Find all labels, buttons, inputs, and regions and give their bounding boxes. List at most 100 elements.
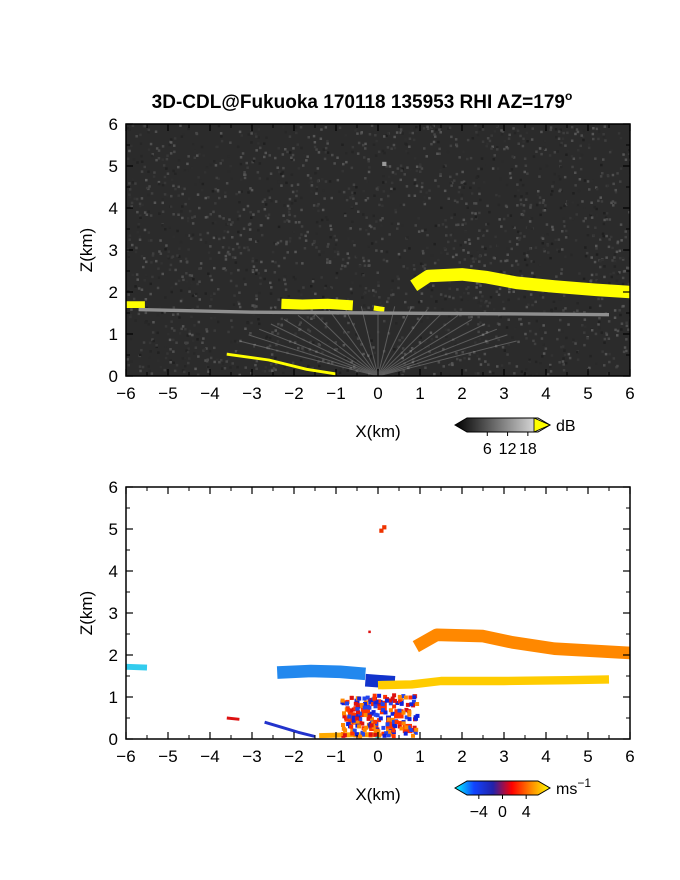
- speckle: [390, 288, 394, 292]
- speckle: [142, 124, 146, 128]
- speckle: [474, 215, 478, 219]
- speckle: [482, 323, 485, 327]
- speckle: [599, 275, 603, 279]
- speckle: [237, 230, 240, 234]
- speckle: [277, 264, 281, 268]
- speckle: [445, 335, 448, 338]
- speckle: [236, 210, 240, 214]
- speckle: [231, 256, 235, 259]
- speckle: [274, 156, 277, 160]
- speckle: [218, 237, 221, 241]
- speckle: [437, 140, 440, 144]
- speckle: [551, 189, 554, 193]
- speckle: [614, 201, 617, 205]
- speckle: [206, 215, 209, 219]
- speckle: [599, 236, 602, 239]
- speckle: [446, 150, 450, 154]
- speckle: [558, 298, 562, 301]
- speckle: [399, 131, 402, 134]
- speckle: [252, 313, 255, 316]
- speckle: [354, 129, 357, 132]
- speckle: [455, 352, 458, 355]
- speckle: [316, 180, 320, 183]
- speckle: [159, 365, 163, 369]
- speckle: [138, 353, 142, 357]
- speckle: [553, 151, 557, 154]
- speckle: [184, 257, 188, 261]
- velocity-pixel: [349, 724, 354, 729]
- speckle: [451, 255, 455, 259]
- velocity-pixel: [394, 720, 399, 724]
- speckle: [196, 373, 200, 376]
- speckle: [482, 164, 486, 167]
- speckle: [621, 258, 625, 261]
- speckle: [286, 204, 290, 208]
- speckle: [586, 180, 590, 183]
- speckle: [299, 321, 302, 324]
- speckle: [467, 251, 470, 254]
- speckle: [603, 265, 606, 268]
- speckle: [199, 233, 202, 236]
- speckle: [238, 130, 242, 134]
- speckle: [221, 267, 225, 270]
- speckle: [142, 265, 145, 269]
- speckle: [176, 254, 179, 257]
- speckle: [181, 192, 184, 196]
- speckle: [498, 218, 501, 221]
- x-tick-label: 5: [583, 384, 592, 403]
- speckle: [130, 144, 133, 148]
- speckle: [300, 225, 304, 228]
- speckle: [308, 330, 312, 333]
- speckle: [500, 133, 504, 136]
- speckle: [194, 283, 197, 286]
- speckle: [367, 245, 370, 248]
- y-tick-label: 3: [109, 241, 118, 260]
- speckle: [512, 156, 516, 159]
- speckle: [347, 321, 350, 325]
- speckle: [318, 224, 322, 228]
- speckle: [291, 153, 295, 157]
- speckle: [376, 186, 380, 189]
- speckle: [295, 131, 298, 135]
- speckle: [426, 246, 429, 250]
- speckle: [342, 344, 346, 347]
- speckle: [534, 360, 538, 364]
- speckle: [606, 184, 610, 187]
- speckle: [539, 167, 542, 170]
- speckle: [607, 245, 611, 249]
- velocity-pixel: [377, 699, 382, 704]
- speckle: [357, 141, 361, 145]
- speckle: [280, 184, 283, 187]
- speckle: [623, 269, 627, 273]
- velocity-pixel: [373, 704, 378, 709]
- speckle: [374, 154, 378, 157]
- speckle: [236, 365, 239, 369]
- speckle: [436, 152, 439, 155]
- speckle: [394, 172, 397, 176]
- speckle: [408, 247, 411, 250]
- speckle: [321, 208, 325, 212]
- speckle: [252, 157, 256, 160]
- speckle: [299, 336, 302, 339]
- speckle: [264, 269, 267, 272]
- speckle: [147, 128, 151, 132]
- speckle: [295, 189, 299, 193]
- speckle: [164, 228, 167, 231]
- speckle: [483, 352, 487, 356]
- speckle: [363, 304, 366, 307]
- speckle: [196, 193, 200, 196]
- speckle: [490, 134, 493, 137]
- speckle: [380, 305, 384, 308]
- speckle: [298, 221, 301, 224]
- speckle: [415, 184, 419, 188]
- speckle: [415, 169, 419, 173]
- speckle: [595, 362, 598, 365]
- speckle: [224, 195, 227, 198]
- speckle: [296, 183, 300, 186]
- speckle: [410, 347, 414, 350]
- speckle: [562, 220, 566, 223]
- speckle: [247, 248, 250, 252]
- speckle: [172, 306, 176, 309]
- speckle: [306, 155, 309, 158]
- speckle: [269, 172, 273, 175]
